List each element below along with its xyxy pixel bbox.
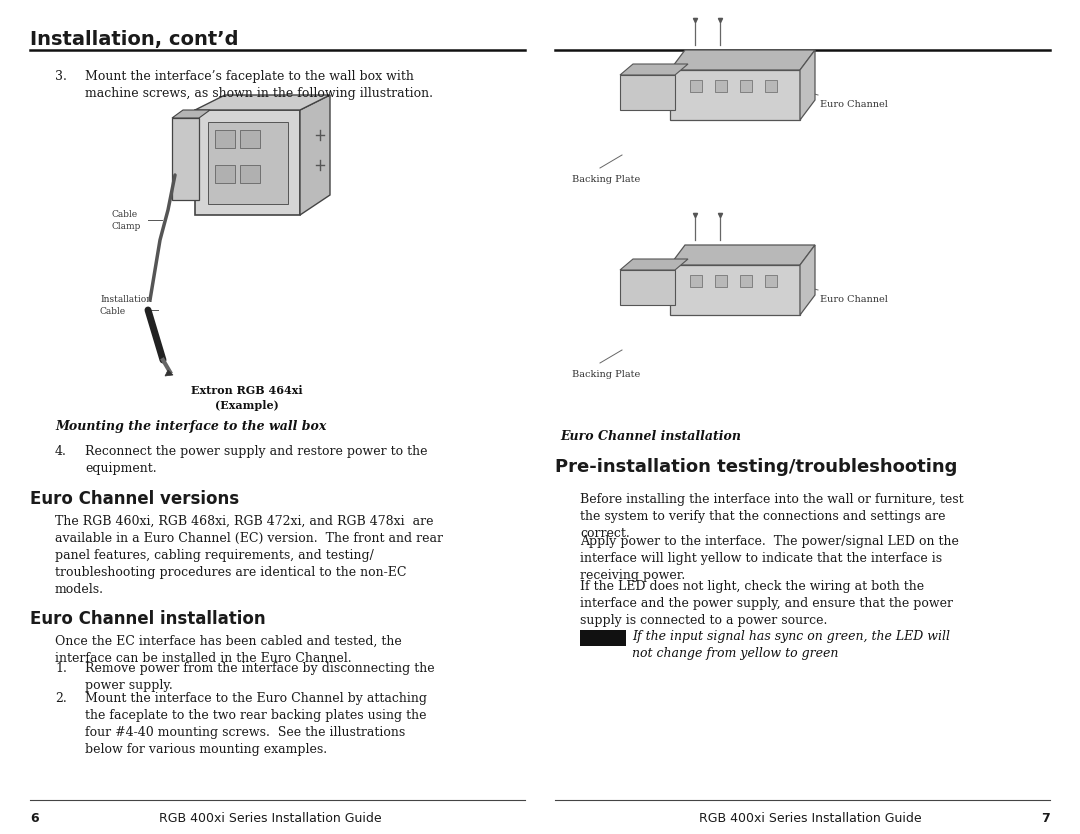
Text: Euro Channel versions: Euro Channel versions (30, 490, 239, 508)
Bar (208, 122, 288, 204)
Text: Backing Plate: Backing Plate (572, 175, 640, 184)
Text: 3.: 3. (55, 70, 67, 83)
Polygon shape (620, 259, 688, 270)
Polygon shape (620, 64, 688, 75)
Text: Remove power from the interface by disconnecting the
power supply.: Remove power from the interface by disco… (85, 662, 434, 692)
Text: 4.: 4. (55, 445, 67, 458)
Text: Before installing the interface into the wall or furniture, test
the system to v: Before installing the interface into the… (580, 493, 963, 540)
Bar (740, 80, 752, 92)
Bar (215, 165, 235, 183)
Polygon shape (620, 270, 675, 305)
Bar (240, 165, 260, 183)
Text: Installation
Cable: Installation Cable (100, 295, 152, 316)
Bar (715, 80, 727, 92)
Polygon shape (670, 50, 815, 70)
Text: Installation, cont’d: Installation, cont’d (30, 30, 239, 49)
Text: The RGB 460xi, RGB 468xi, RGB 472xi, and RGB 478xi  are
available in a Euro Chan: The RGB 460xi, RGB 468xi, RGB 472xi, and… (55, 515, 443, 596)
Bar (690, 80, 702, 92)
Bar (172, 118, 199, 200)
Text: 6: 6 (30, 812, 39, 825)
Polygon shape (620, 75, 675, 110)
Polygon shape (670, 265, 800, 315)
Polygon shape (165, 370, 173, 376)
Bar (240, 130, 260, 148)
Polygon shape (172, 110, 210, 118)
Polygon shape (670, 70, 800, 120)
Text: Euro Channel installation: Euro Channel installation (561, 430, 741, 443)
Text: Mount the interface to the Euro Channel by attaching
the faceplate to the two re: Mount the interface to the Euro Channel … (85, 692, 427, 756)
Text: Pre-installation testing/troubleshooting: Pre-installation testing/troubleshooting (555, 458, 957, 476)
Text: Apply power to the interface.  The power/signal LED on the
interface will light : Apply power to the interface. The power/… (580, 535, 959, 582)
Text: 1.: 1. (55, 662, 67, 675)
Text: If the input signal has sync on green, the LED will
not change from yellow to gr: If the input signal has sync on green, t… (632, 630, 950, 660)
Text: RGB 400xi Series Installation Guide: RGB 400xi Series Installation Guide (159, 812, 381, 825)
Bar (215, 130, 235, 148)
Text: Mount the interface’s faceplate to the wall box with
machine screws, as shown in: Mount the interface’s faceplate to the w… (85, 70, 433, 100)
Bar (715, 275, 727, 287)
Polygon shape (300, 95, 330, 215)
Text: If the LED does not light, check the wiring at both the
interface and the power : If the LED does not light, check the wir… (580, 580, 953, 627)
Text: NOTE: NOTE (582, 631, 611, 641)
Text: Euro Channel: Euro Channel (820, 100, 888, 109)
Bar (740, 275, 752, 287)
Bar (765, 275, 777, 287)
Text: 2.: 2. (55, 692, 67, 705)
Text: RGB 400xi Series Installation Guide: RGB 400xi Series Installation Guide (699, 812, 921, 825)
Text: Mounting the interface to the wall box: Mounting the interface to the wall box (55, 420, 326, 433)
Polygon shape (670, 245, 815, 265)
Text: Euro Channel installation: Euro Channel installation (30, 610, 266, 628)
Text: Backing Plate: Backing Plate (572, 370, 640, 379)
Bar (195, 110, 300, 215)
Text: Euro Channel: Euro Channel (820, 295, 888, 304)
Polygon shape (800, 245, 815, 315)
Polygon shape (800, 50, 815, 120)
Bar (580, 630, 626, 646)
Text: Extron RGB 464xi
(Example): Extron RGB 464xi (Example) (191, 385, 302, 410)
Polygon shape (195, 95, 330, 110)
Bar (690, 275, 702, 287)
Bar (765, 80, 777, 92)
Text: Cable
Clamp: Cable Clamp (112, 210, 141, 231)
Text: Once the EC interface has been cabled and tested, the
interface can be installed: Once the EC interface has been cabled an… (55, 635, 402, 665)
Text: Reconnect the power supply and restore power to the
equipment.: Reconnect the power supply and restore p… (85, 445, 428, 475)
Text: 7: 7 (1041, 812, 1050, 825)
